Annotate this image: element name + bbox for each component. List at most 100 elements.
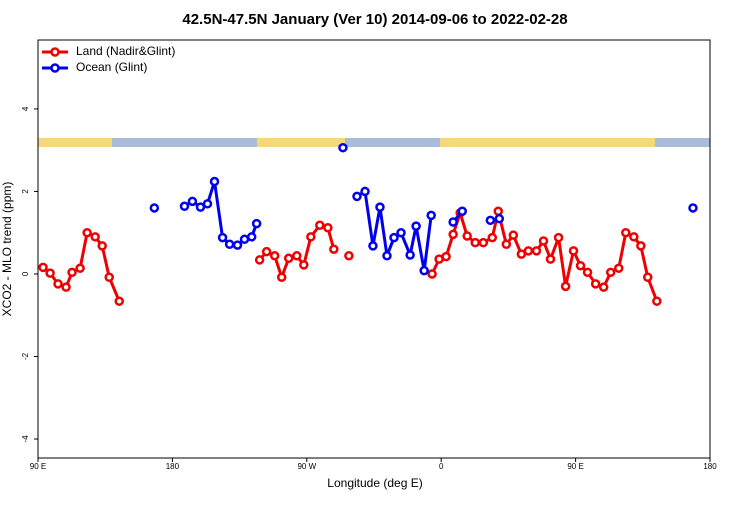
data-point bbox=[427, 269, 437, 279]
data-point bbox=[217, 232, 228, 243]
data-point bbox=[501, 239, 512, 250]
legend-label: Ocean (Glint) bbox=[76, 60, 147, 74]
legend: Land (Nadir&Glint) Ocean (Glint) bbox=[42, 44, 175, 74]
data-point bbox=[553, 232, 564, 243]
y-tick-label: 4 bbox=[21, 106, 30, 111]
data-point bbox=[448, 217, 458, 227]
y-tick-label: -4 bbox=[21, 435, 30, 443]
data-point bbox=[590, 279, 601, 289]
chart-title: 42.5N-47.5N January (Ver 10) 2014-09-06 … bbox=[182, 11, 567, 28]
data-point bbox=[195, 202, 206, 212]
data-point bbox=[114, 296, 124, 306]
data-point bbox=[61, 282, 71, 292]
data-point bbox=[38, 262, 48, 273]
data-point bbox=[360, 186, 370, 197]
data-point bbox=[614, 263, 624, 273]
data-point bbox=[283, 253, 294, 264]
data-point bbox=[276, 272, 287, 283]
data-point bbox=[462, 231, 472, 241]
data-point bbox=[575, 260, 586, 271]
data-point bbox=[261, 246, 272, 257]
data-point bbox=[478, 237, 489, 248]
y-tick-label: 0 bbox=[21, 271, 30, 276]
plot-frame bbox=[37, 39, 711, 459]
x-tick-label: 180 bbox=[703, 462, 717, 471]
data-point bbox=[621, 227, 631, 238]
x-tick-label: 180 bbox=[166, 462, 180, 471]
x-tick-label: 90 E bbox=[567, 462, 583, 471]
data-point bbox=[338, 142, 348, 153]
data-point bbox=[67, 267, 77, 278]
data-point bbox=[494, 213, 505, 224]
data-point bbox=[419, 265, 429, 276]
legend-marker bbox=[50, 63, 60, 73]
data-point bbox=[523, 246, 534, 256]
data-point bbox=[487, 232, 498, 243]
data-point bbox=[179, 201, 190, 212]
data-point bbox=[582, 267, 593, 278]
data-point bbox=[636, 241, 646, 251]
y-axis-label: XCO2 - MLO trend (ppm) bbox=[0, 182, 14, 317]
data-point bbox=[299, 260, 309, 270]
data-point bbox=[82, 227, 92, 238]
y-tick-label: -2 bbox=[21, 352, 30, 360]
data-point bbox=[292, 251, 302, 261]
legend-label: Land (Nadir&Glint) bbox=[76, 44, 175, 58]
data-point bbox=[531, 246, 542, 256]
data-point bbox=[232, 240, 243, 250]
x-tick-label: 90 W bbox=[297, 462, 316, 471]
x-tick-label: 0 bbox=[439, 462, 444, 471]
data-point bbox=[224, 239, 235, 250]
data-point bbox=[545, 254, 556, 264]
data-point bbox=[53, 279, 63, 289]
land-strip bbox=[38, 138, 112, 147]
data-point bbox=[652, 296, 662, 306]
y-tick-label: 2 bbox=[21, 189, 30, 194]
legend-marker bbox=[50, 47, 60, 57]
data-point bbox=[315, 220, 325, 231]
data-point bbox=[323, 222, 333, 233]
data-point bbox=[605, 267, 616, 278]
land-strip bbox=[257, 138, 345, 147]
data-point bbox=[97, 241, 107, 251]
data-point bbox=[352, 191, 362, 202]
land-ocean-strip bbox=[38, 138, 710, 147]
data-point bbox=[329, 244, 339, 254]
data-point bbox=[508, 230, 519, 240]
data-point bbox=[688, 203, 698, 213]
data-point bbox=[426, 210, 436, 221]
data-point bbox=[344, 251, 354, 261]
data-point bbox=[45, 268, 55, 278]
data-point bbox=[187, 196, 198, 207]
ocean-strip bbox=[38, 138, 710, 147]
x-axis-label: Longitude (deg E) bbox=[327, 476, 422, 490]
data-point bbox=[251, 218, 262, 229]
data-point bbox=[516, 249, 527, 259]
data-point bbox=[382, 251, 392, 261]
data-point bbox=[375, 202, 385, 212]
data-point bbox=[389, 232, 399, 243]
data-point bbox=[568, 246, 579, 256]
data-point bbox=[441, 251, 451, 262]
x-tick-label: 90 E bbox=[30, 462, 46, 471]
data-point bbox=[485, 215, 496, 226]
data-point bbox=[629, 232, 639, 242]
data-point bbox=[448, 229, 458, 240]
data-point bbox=[457, 206, 468, 216]
data-point bbox=[560, 281, 571, 292]
data-point bbox=[642, 272, 653, 283]
data-point bbox=[246, 232, 257, 242]
data-point bbox=[202, 199, 213, 209]
land-strip bbox=[440, 138, 655, 147]
data-point bbox=[149, 203, 160, 213]
data-point bbox=[405, 250, 415, 260]
data-point bbox=[470, 237, 480, 248]
data-point bbox=[104, 272, 114, 283]
data-point bbox=[75, 263, 85, 273]
data-point bbox=[411, 221, 421, 231]
data-point bbox=[368, 241, 378, 251]
data-point bbox=[538, 236, 549, 246]
data-point bbox=[598, 282, 609, 292]
data-point bbox=[269, 251, 280, 261]
